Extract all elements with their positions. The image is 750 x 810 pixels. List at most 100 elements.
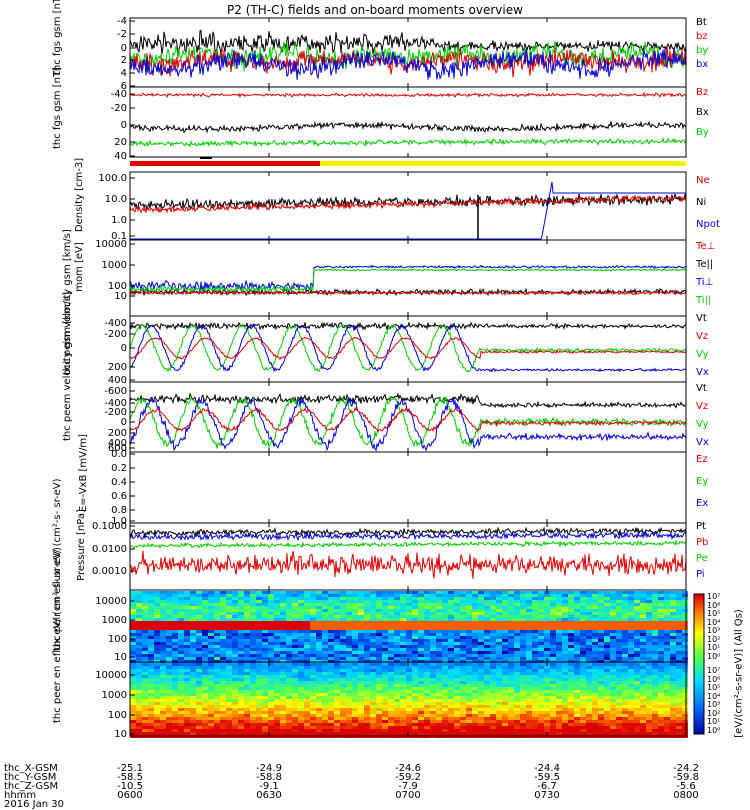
legend-efield-1: Ey [696, 477, 708, 487]
series-vt-5 [130, 394, 686, 408]
y-tick-label: 2 [121, 55, 127, 66]
y-tick-label: 0.6 [111, 491, 127, 502]
spectrogram-peir [130, 591, 688, 663]
legend-fgs-gsm-0: Bt [696, 18, 707, 28]
y-tick-label: -40 [111, 89, 127, 100]
y-tick-label: 40 [114, 151, 127, 162]
legend-pressure-2: Pe [696, 554, 708, 564]
y-tick-label: 1000 [102, 260, 127, 271]
legend-pressure-3: Pi [696, 570, 705, 580]
series-vy-4 [130, 325, 686, 372]
colorbar-tick: 10⁰ [707, 652, 720, 661]
legend-fgs-gsm-2: by [696, 46, 708, 56]
y-tick-label: 0.0 [111, 449, 127, 460]
series-vx-4 [130, 324, 686, 371]
y-tick-label: -600 [104, 386, 127, 397]
colorbar-label: [eV/(cm²-s-sr-eV)] (All Qs) [734, 539, 745, 809]
legend-efield-2: Ex [696, 499, 708, 509]
series-ti-par-3 [130, 269, 686, 293]
y-axis-label-temp: mom [eV] [75, 227, 85, 307]
ephemeris-value: 0630 [239, 791, 299, 800]
legend-pressure-0: Pt [696, 522, 706, 532]
y-tick-label: -2 [117, 29, 127, 40]
series-by-1 [130, 139, 686, 147]
y-tick-label: 20 [114, 137, 127, 148]
y-tick-label: 1000 [102, 615, 127, 626]
y-tick-label: -400 [104, 318, 127, 329]
legend-fgs-dsl-2: By [696, 128, 709, 138]
y-tick-label: 0.8 [111, 505, 127, 516]
y-tick-label: 10.0 [105, 194, 127, 205]
legend-fgs-dsl-0: Bz [696, 88, 708, 98]
y-tick-label: 10000 [95, 596, 127, 607]
y-axis-label-peem: thc peem velocity gsm [km/s] [63, 361, 73, 441]
spectrogram-peer [130, 663, 688, 738]
y-tick-label: 0.2 [111, 463, 127, 474]
y-tick-label: 10000 [95, 239, 127, 250]
y-tick-label: 200 [108, 362, 127, 373]
y-tick-label: 0 [121, 417, 127, 428]
colorbar-tick-lower: 10⁰ [707, 726, 720, 735]
series-bz-1 [130, 93, 686, 97]
legend-temp-3: Ti|| [696, 296, 711, 306]
y-tick-label: 0 [121, 43, 127, 54]
series-pe-7 [130, 541, 686, 548]
legend-peim-2: Vy [696, 350, 709, 360]
y-tick-label: -20 [111, 103, 127, 114]
y-tick-label: 0.1000 [92, 521, 127, 532]
y-axis-label-fgs-gsm: thc fgs gsm [nT] [53, 0, 63, 75]
y-tick-label: 10 [114, 291, 127, 302]
ephemeris-value: 0800 [656, 791, 716, 800]
y-axis-label-density: Density [cm-3] [75, 155, 85, 235]
y-tick-label: 10 [114, 652, 127, 663]
y-tick-label: 100.0 [98, 173, 127, 184]
panel-frame-6 [130, 452, 686, 523]
y-tick-label: 0.4 [111, 477, 127, 488]
panel-frame-1 [130, 87, 686, 157]
legend-fgs-gsm-3: bx [696, 60, 708, 70]
y-tick-label: 400 [108, 375, 127, 386]
status-bar-red [130, 161, 320, 166]
legend-density-1: Ni [696, 198, 706, 208]
colorbar [694, 594, 704, 734]
legend-temp-0: Te⊥ [696, 242, 715, 252]
y-tick-label: 10000 [95, 670, 127, 681]
legend-temp-1: Te|| [696, 260, 713, 270]
legend-density-2: Npot [696, 220, 720, 230]
series-npot-2 [130, 182, 686, 239]
legend-peem-0: Vt [696, 384, 707, 394]
y-tick-label: 1000 [102, 690, 127, 701]
ephemeris-value: 0730 [517, 791, 577, 800]
legend-pressure-1: Pb [696, 538, 708, 548]
y-axis-label-pressure: Pressure [nPa] [77, 505, 87, 585]
legend-fgs-dsl-1: Bx [696, 108, 709, 118]
y-tick-label: 10 [114, 729, 127, 740]
legend-fgs-gsm-1: bz [696, 32, 708, 42]
legend-peem-3: Vx [696, 438, 709, 448]
y-tick-label: -200 [104, 329, 127, 340]
y-tick-label: 0 [121, 120, 127, 131]
y-axis-label-fgs-dsl: thc fgs gsm [nT] [53, 69, 63, 149]
y-axis-label-peer: thc peer en eflux eV/ (cm²-s- sr-eV) [53, 643, 63, 723]
ephemeris-value: 0600 [100, 791, 160, 800]
legend-peem-1: Vz [696, 402, 708, 412]
y-tick-label: 0 [121, 343, 127, 354]
panel-frame-3 [130, 240, 686, 316]
y-tick-label: 100 [108, 634, 127, 645]
y-tick-label: 4 [121, 68, 127, 79]
ephemeris-value: 0700 [378, 791, 438, 800]
legend-temp-2: Ti⊥ [696, 278, 713, 288]
legend-peem-2: Vy [696, 420, 709, 430]
legend-peim-1: Vz [696, 332, 708, 342]
y-tick-label: 0.0100 [92, 544, 127, 555]
legend-peim-3: Vx [696, 368, 709, 378]
ephemeris-label: 2016 Jan 30 [4, 800, 64, 809]
status-bar-yellow [320, 161, 686, 166]
